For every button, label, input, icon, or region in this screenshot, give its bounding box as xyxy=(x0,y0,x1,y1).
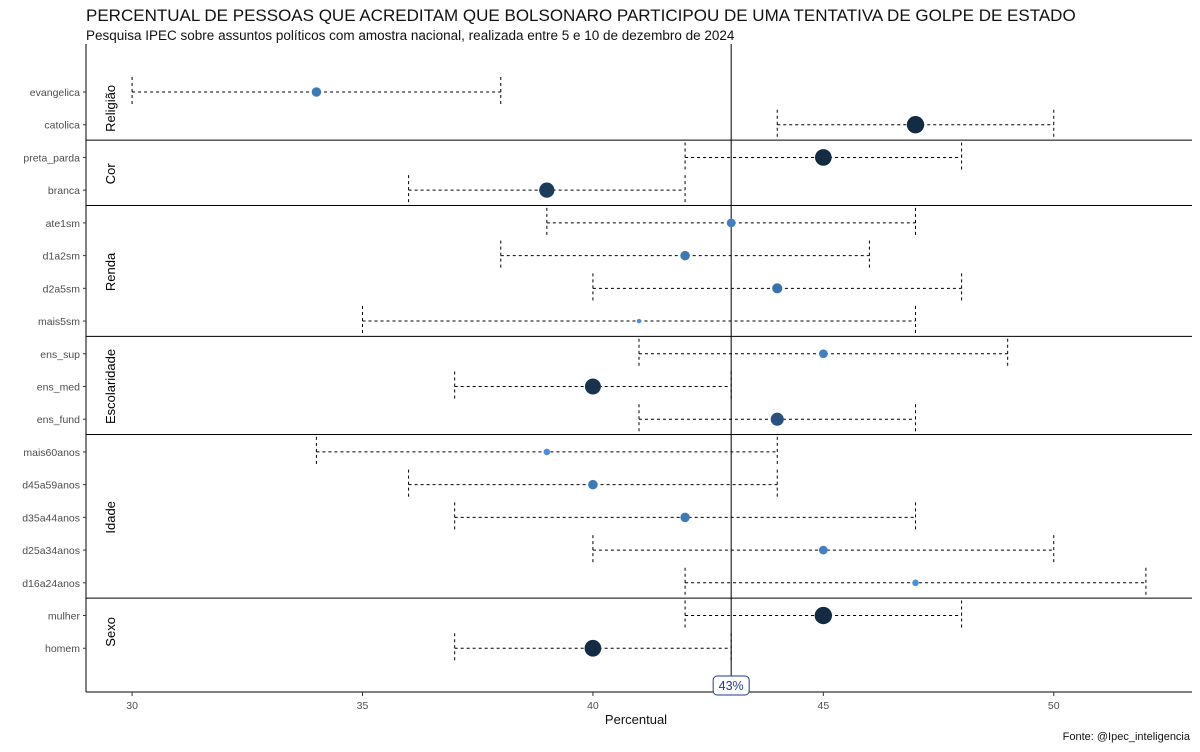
y-tick-label: d45a59anos xyxy=(22,480,80,492)
y-tick-label: ens_med xyxy=(37,381,80,393)
y-tick-label: d2a5sm xyxy=(43,283,81,295)
data-point xyxy=(906,116,925,134)
y-tick-label: mulher xyxy=(48,611,81,623)
data-point xyxy=(770,412,784,426)
data-point xyxy=(636,318,642,324)
data-point xyxy=(680,512,690,523)
reference-label-box xyxy=(712,675,750,696)
chart-subtitle: Pesquisa IPEC sobre assuntos políticos c… xyxy=(86,28,735,43)
strip-label: Cor xyxy=(103,163,118,185)
data-point xyxy=(588,479,598,490)
strip-label: Sexo xyxy=(103,617,118,647)
x-tick-label: 30 xyxy=(126,700,138,712)
x-tick-label: 40 xyxy=(587,700,599,712)
source-caption: Fonte: @Ipec_inteligencia xyxy=(1062,731,1190,743)
y-tick-label: d1a2sm xyxy=(43,251,81,263)
data-point xyxy=(584,378,601,395)
y-tick-label: mais60anos xyxy=(23,447,80,459)
x-tick-label: 35 xyxy=(357,700,369,712)
y-tick-label: mais5sm xyxy=(38,316,80,328)
y-tick-label: ate1sm xyxy=(46,218,81,230)
chart-title: PERCENTUAL DE PESSOAS QUE ACREDITAM QUE … xyxy=(86,6,1076,25)
data-point xyxy=(311,87,322,97)
y-tick-label: d35a44anos xyxy=(22,512,80,524)
y-tick-label: preta_parda xyxy=(23,152,80,164)
reference-label: 43% xyxy=(719,679,744,693)
data-point xyxy=(543,448,551,456)
y-tick-label: d25a34anos xyxy=(22,545,80,557)
strip-label: Idade xyxy=(103,501,118,534)
x-tick-label: 45 xyxy=(817,700,829,712)
strip-label: Escolaridade xyxy=(103,349,118,424)
data-point xyxy=(818,545,828,555)
strip-label: Religião xyxy=(103,85,118,132)
y-tick-label: evangelica xyxy=(30,87,80,99)
y-tick-label: homem xyxy=(45,643,80,655)
strip-label: Renda xyxy=(103,252,118,291)
data-point xyxy=(680,250,690,261)
y-tick-label: branca xyxy=(48,185,80,197)
data-point xyxy=(912,579,919,587)
data-point xyxy=(818,349,828,359)
data-point xyxy=(772,283,783,294)
data-point xyxy=(814,149,832,166)
y-tick-label: ens_fund xyxy=(37,414,80,426)
data-point xyxy=(539,182,555,198)
y-tick-label: d16a24anos xyxy=(22,578,80,590)
data-point xyxy=(584,639,602,657)
y-tick-label: ens_sup xyxy=(40,349,80,361)
x-axis-title: Percentual xyxy=(605,712,667,727)
x-tick-label: 50 xyxy=(1048,700,1060,712)
data-point xyxy=(814,606,833,625)
y-tick-label: catolica xyxy=(44,120,80,132)
data-point xyxy=(726,218,736,228)
